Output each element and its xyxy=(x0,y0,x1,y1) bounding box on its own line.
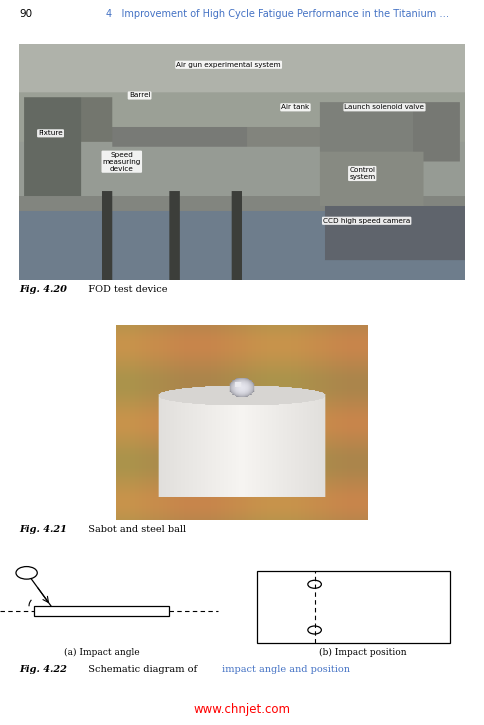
Text: FOD test device: FOD test device xyxy=(82,284,167,294)
Text: Barrel: Barrel xyxy=(129,93,151,99)
Text: Launch solenoid valve: Launch solenoid valve xyxy=(345,104,424,110)
Text: Fig. 4.21: Fig. 4.21 xyxy=(19,526,67,534)
Text: (b) Impact position: (b) Impact position xyxy=(319,648,407,658)
Text: Air tank: Air tank xyxy=(281,104,310,110)
Text: Fig. 4.20: Fig. 4.20 xyxy=(19,284,67,294)
Text: Control
system: Control system xyxy=(349,167,375,180)
Bar xyxy=(34,605,169,616)
Text: 90: 90 xyxy=(19,9,32,19)
Text: Fig. 4.22: Fig. 4.22 xyxy=(19,666,67,674)
Text: (a) Impact angle: (a) Impact angle xyxy=(64,648,139,658)
Text: Air gun experimental system: Air gun experimental system xyxy=(176,62,281,67)
Text: CCD high speed camera: CCD high speed camera xyxy=(323,218,410,224)
Text: Schematic diagram of: Schematic diagram of xyxy=(82,666,200,674)
Text: Fixture: Fixture xyxy=(38,130,63,136)
Text: impact angle and position: impact angle and position xyxy=(222,666,350,674)
Bar xyxy=(257,571,450,643)
Text: Sabot and steel ball: Sabot and steel ball xyxy=(82,526,186,534)
Text: 4   Improvement of High Cycle Fatigue Performance in the Titanium …: 4 Improvement of High Cycle Fatigue Perf… xyxy=(106,9,450,19)
Text: Speed
measuring
device: Speed measuring device xyxy=(103,152,141,172)
Text: www.chnjet.com: www.chnjet.com xyxy=(194,703,290,716)
